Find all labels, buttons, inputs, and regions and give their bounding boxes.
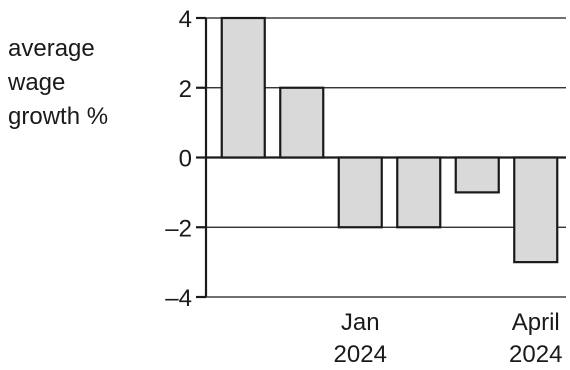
x-tick-label: Jan xyxy=(341,309,380,336)
y-axis-label-line: average xyxy=(8,35,95,62)
y-tick-label: 4 xyxy=(179,6,192,33)
y-tick-label: –2 xyxy=(165,215,192,242)
bar xyxy=(454,156,500,194)
y-axis-label-line: wage xyxy=(7,69,65,96)
y-tick-label: –4 xyxy=(165,285,192,312)
x-tick-label: 2024 xyxy=(334,341,387,368)
bar xyxy=(220,16,266,159)
x-tick-label: 2024 xyxy=(509,341,562,368)
gridlines xyxy=(206,17,566,298)
bar xyxy=(513,156,559,264)
y-tick-labels: 4 2 0 –2 –4 xyxy=(165,6,192,312)
bar xyxy=(279,86,325,159)
axes xyxy=(196,16,208,299)
y-axis-label: average wage growth % xyxy=(7,35,108,130)
y-tick-label: 2 xyxy=(179,76,192,103)
bar xyxy=(396,156,442,229)
x-tick-labels: Jan 2024 April 2024 xyxy=(334,309,563,368)
bar xyxy=(337,156,383,229)
y-tick-label: 0 xyxy=(179,146,192,173)
bars xyxy=(220,16,559,264)
y-axis-label-line: growth % xyxy=(8,103,108,130)
x-tick-label: April xyxy=(512,309,560,336)
